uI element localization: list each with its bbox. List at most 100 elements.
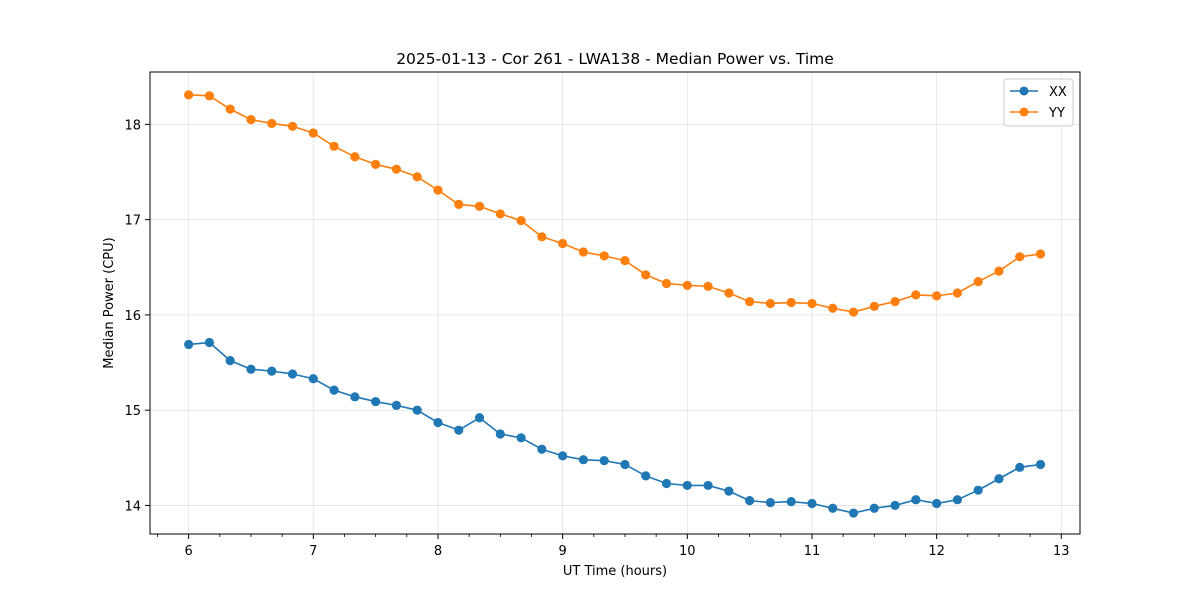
data-point-yy xyxy=(661,278,672,289)
data-point-xx xyxy=(869,503,879,513)
data-point-yy xyxy=(973,276,983,287)
data-point-xx xyxy=(994,474,1004,484)
data-point-xx xyxy=(287,369,298,379)
x-tick-label: 12 xyxy=(928,544,945,559)
data-point-yy xyxy=(994,266,1004,276)
data-point-yy xyxy=(225,104,235,114)
data-point-xx xyxy=(537,444,547,454)
data-point-xx xyxy=(350,392,360,402)
data-point-yy xyxy=(890,296,900,307)
data-point-yy xyxy=(474,201,485,211)
data-point-xx xyxy=(848,508,859,518)
data-point-xx xyxy=(952,495,963,505)
y-tick-label: 18 xyxy=(124,118,141,133)
data-point-xx xyxy=(932,498,942,509)
data-point-yy xyxy=(745,296,755,307)
data-point-yy xyxy=(204,91,215,101)
data-point-yy xyxy=(682,280,692,290)
data-point-xx xyxy=(890,500,900,511)
data-point-yy xyxy=(786,297,796,308)
data-point-yy xyxy=(1035,249,1046,259)
data-point-xx xyxy=(1035,459,1046,470)
data-point-xx xyxy=(724,486,734,496)
x-tick-label: 9 xyxy=(559,544,567,559)
data-point-xx xyxy=(267,366,277,376)
data-point-yy xyxy=(848,307,859,317)
data-point-yy xyxy=(433,185,443,195)
data-point-yy xyxy=(724,288,734,298)
data-point-xx xyxy=(620,459,630,470)
data-point-xx xyxy=(204,337,215,348)
data-point-yy xyxy=(516,216,526,226)
data-point-yy xyxy=(329,141,339,151)
data-point-xx xyxy=(225,356,235,366)
data-point-xx xyxy=(558,451,568,461)
legend-yy-label: YY xyxy=(1048,106,1065,121)
data-point-yy xyxy=(952,288,963,298)
data-point-yy xyxy=(350,152,360,162)
x-axis-label: UT Time (hours) xyxy=(563,564,667,579)
data-point-yy xyxy=(1015,252,1025,262)
axis-ticks: 6 7 8 9 10 11 12 13 14 15 16 17 18 xyxy=(124,118,1069,559)
data-point-xx xyxy=(911,495,921,505)
data-point-xx xyxy=(454,425,464,435)
plot-frame xyxy=(149,71,1081,535)
data-point-xx xyxy=(516,433,526,443)
data-point-xx xyxy=(641,471,651,481)
data-point-xx xyxy=(246,364,256,374)
data-point-xx xyxy=(412,405,422,415)
data-point-xx xyxy=(308,374,318,384)
legend: XX YY xyxy=(1003,78,1074,127)
data-point-yy xyxy=(932,291,942,301)
data-point-xx xyxy=(474,413,485,423)
data-point-yy xyxy=(765,298,776,309)
x-tick-label: 10 xyxy=(679,544,696,559)
data-point-yy xyxy=(412,172,422,182)
data-point-yy xyxy=(391,164,402,174)
y-tick-label: 17 xyxy=(124,214,141,229)
plot-area xyxy=(150,72,1080,534)
y-tick-label: 16 xyxy=(124,309,141,324)
y-tick-label: 15 xyxy=(124,404,141,419)
data-point-xx xyxy=(786,497,796,507)
data-point-xx xyxy=(1015,462,1025,472)
legend-xx-label: XX xyxy=(1049,85,1067,100)
data-point-xx xyxy=(495,429,505,439)
data-point-xx xyxy=(391,400,402,411)
data-point-xx xyxy=(371,396,381,407)
data-point-xx xyxy=(578,455,589,465)
data-point-yy xyxy=(807,298,817,309)
x-tick-label: 7 xyxy=(309,544,317,559)
data-point-yy xyxy=(371,159,381,169)
data-point-xx xyxy=(745,496,755,506)
data-point-xx xyxy=(661,478,672,489)
x-tick-label: 11 xyxy=(804,544,821,559)
data-series xyxy=(184,90,1046,518)
data-point-xx xyxy=(599,456,609,466)
y-tick-label: 14 xyxy=(124,499,141,514)
data-point-yy xyxy=(537,232,547,242)
legend-xx-marker xyxy=(1019,86,1029,96)
data-point-yy xyxy=(578,247,589,257)
data-point-yy xyxy=(641,270,651,280)
data-point-yy xyxy=(703,281,713,291)
data-point-yy xyxy=(869,301,879,311)
data-point-yy xyxy=(287,121,298,131)
data-point-yy xyxy=(620,256,630,266)
data-point-yy xyxy=(495,209,505,219)
data-point-xx xyxy=(973,485,983,495)
x-tick-label: 6 xyxy=(185,544,193,559)
data-point-xx xyxy=(807,498,817,509)
data-point-yy xyxy=(308,128,318,138)
legend-yy-marker xyxy=(1019,107,1029,117)
data-point-yy xyxy=(599,251,609,261)
data-point-xx xyxy=(329,385,339,395)
data-point-xx xyxy=(828,503,838,513)
x-tick-label: 13 xyxy=(1053,544,1070,559)
data-point-yy xyxy=(454,199,464,210)
gridlines xyxy=(150,72,1080,534)
chart-title: 2025-01-13 - Cor 261 - LWA138 - Median P… xyxy=(396,50,834,68)
x-tick-label: 8 xyxy=(434,544,442,559)
data-point-yy xyxy=(911,290,921,300)
